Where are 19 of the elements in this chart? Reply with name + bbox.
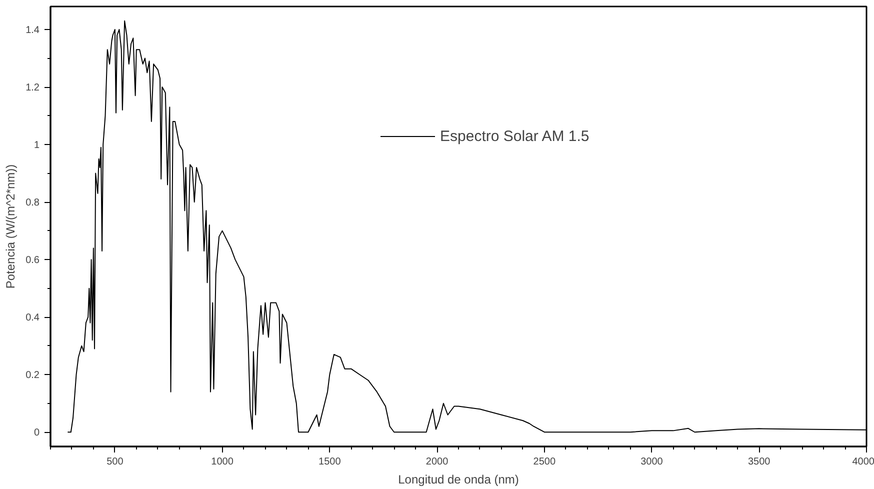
y-tick-label: 0.2 bbox=[26, 370, 40, 382]
x-axis-title: Longitud de onda (nm) bbox=[398, 472, 519, 486]
y-tick-label: 0 bbox=[34, 428, 40, 439]
x-tick-label: 2500 bbox=[533, 456, 556, 468]
x-tick-label: 4000 bbox=[852, 456, 874, 468]
x-tick-label: 1000 bbox=[211, 456, 234, 468]
y-tick-label: 0.6 bbox=[26, 255, 40, 266]
y-axis-title: Potencia (W/(m^2*nm)) bbox=[4, 164, 18, 289]
x-tick-label: 500 bbox=[106, 456, 124, 468]
y-tick-label: 1 bbox=[34, 140, 40, 152]
x-tick-label: 3500 bbox=[748, 456, 771, 468]
y-tick-label: 0.4 bbox=[26, 312, 40, 324]
x-tick-label: 1500 bbox=[318, 456, 342, 468]
x-tick-label: 2000 bbox=[426, 456, 449, 468]
y-tick-label: 1.2 bbox=[26, 82, 40, 94]
y-tick-label: 1.4 bbox=[26, 25, 40, 36]
x-tick-label: 3000 bbox=[640, 456, 664, 468]
legend-label: Espectro Solar AM 1.5 bbox=[440, 128, 590, 144]
y-tick-label: 0.8 bbox=[26, 198, 40, 209]
